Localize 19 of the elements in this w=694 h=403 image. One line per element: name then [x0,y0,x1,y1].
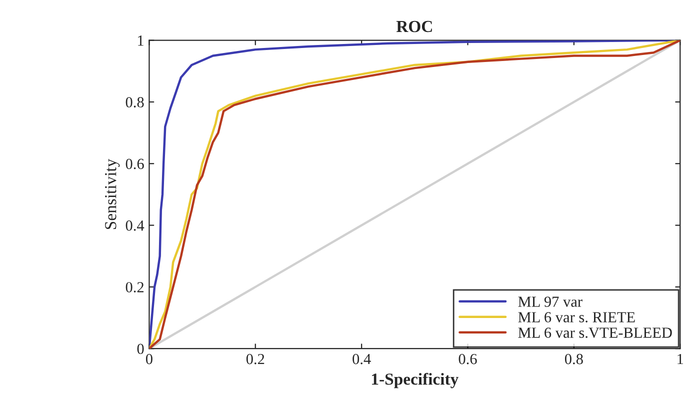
x-tick-label: 1 [678,354,684,364]
y-tick-label: 0.4 [126,220,144,231]
x-tick-label: 0.8 [564,354,583,364]
y-tick-label: 1 [138,36,144,46]
chart-title: ROC [396,20,432,32]
legend-label: ML 97 var [518,296,582,307]
x-tick-label: 0.2 [246,354,264,364]
line-series [149,40,680,349]
x-axis-title: 1-Specificity [372,372,458,388]
y-tick-label: 0.6 [126,158,144,170]
y-axis-title: Sensitivity [105,158,120,229]
y-tick-label: 0 [137,344,144,354]
y-tick-label: 0.8 [126,97,144,108]
legend-label: ML 6 var s. RIETE [518,312,635,322]
x-tick-label: 0 [146,354,152,364]
x-tick-label: 0.4 [352,354,371,364]
x-tick-label: 0.6 [458,354,477,364]
legend-label: ML 6 var s.VTE-BLEED [518,328,672,338]
y-tick-label: 0.2 [126,282,144,292]
